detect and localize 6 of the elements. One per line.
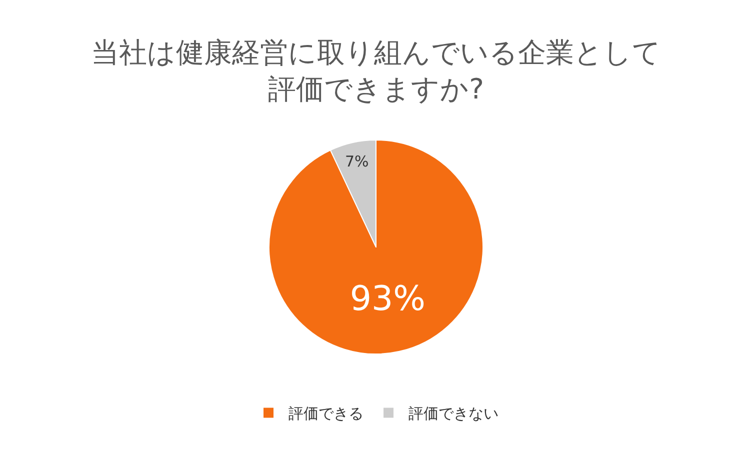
chart-title: 当社は健康経営に取り組んでいる企業として評価できますか? (91, 36, 661, 106)
pie-slice (268, 140, 484, 354)
legend-label: 評価できる (288, 404, 364, 423)
legend-label: 評価できない (408, 404, 498, 423)
data-label: 7% (344, 152, 369, 170)
data-label: 93% (350, 279, 426, 320)
